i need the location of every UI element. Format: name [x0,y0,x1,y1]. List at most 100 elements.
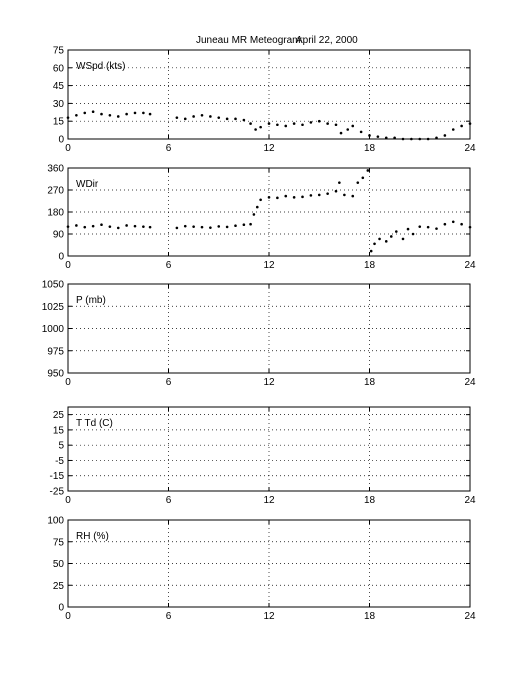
y-tick-label: 45 [53,81,65,92]
x-tick-label: 18 [364,260,376,271]
x-tick-label: 0 [65,377,71,388]
data-point [301,123,304,127]
data-point [339,131,343,135]
y-tick-label: 75 [53,46,65,57]
data-point [125,224,128,227]
y-tick-label: -25 [50,487,65,498]
data-point [91,224,95,228]
data-point [443,134,447,137]
y-tick-label: 1000 [42,324,65,335]
data-point [66,225,70,228]
y-tick-label: 0 [58,252,64,263]
x-tick-label: 24 [464,611,476,622]
data-point [234,117,237,121]
data-point [368,134,371,137]
data-point [252,213,256,216]
y-tick-label: 975 [47,346,64,357]
x-tick-label: 0 [65,611,71,622]
data-point [209,226,212,229]
x-tick-label: 12 [263,377,275,388]
panel-label: P (mb) [76,295,106,306]
data-point [91,110,95,114]
data-point [284,124,288,128]
y-tick-label: 0 [58,603,64,614]
panel-label: RH (%) [76,531,109,542]
y-tick-label: -5 [55,456,64,467]
data-point [384,136,388,140]
data-point [326,192,329,195]
x-tick-label: 24 [464,377,476,388]
data-point [411,232,415,236]
data-point [108,113,112,117]
data-point [116,115,120,118]
data-point [83,111,87,115]
panel-5: 0 6 12 18 24 0 25 50 75 100 RH (%) [47,516,476,623]
x-tick-label: 18 [364,377,376,388]
y-tick-label: 5 [58,441,64,452]
x-tick-label: 18 [364,611,376,622]
data-point [75,113,78,117]
data-point [460,124,463,128]
data-point [142,111,145,115]
data-point [468,225,472,229]
data-point [200,113,204,117]
data-point [376,135,380,138]
x-tick-label: 12 [263,143,275,154]
data-point [418,137,422,141]
data-point [83,225,87,229]
data-point [255,205,259,209]
data-point [292,122,296,125]
x-tick-label: 0 [65,143,71,154]
data-point [338,181,341,184]
y-tick-label: 25 [53,410,65,421]
panel-1: 0 6 12 18 24 0 15 30 45 60 75 WSpd (kts) [53,46,476,155]
data-point [373,242,376,246]
data-point [183,224,187,228]
data-point [175,226,179,230]
data-point [426,225,430,229]
data-point [468,122,472,125]
data-point [378,237,381,241]
y-tick-label: 15 [53,425,65,436]
x-tick-label: 24 [464,260,476,271]
x-tick-label: 0 [65,260,71,271]
data-point [451,220,455,224]
data-point [384,240,388,243]
data-point [192,115,195,118]
data-point [100,223,103,227]
data-point [401,137,405,141]
chart-date: April 22, 2000 [296,35,358,46]
x-tick-label: 12 [263,260,275,271]
data-point [249,222,252,226]
data-point [426,137,430,141]
data-point [406,227,410,231]
data-point [309,194,313,197]
data-point [369,249,373,253]
x-tick-label: 6 [166,260,172,271]
data-point [148,225,152,229]
y-tick-label: 15 [53,117,65,128]
data-point [361,176,365,180]
x-tick-label: 12 [263,611,275,622]
data-point [249,122,252,125]
data-point [317,119,321,123]
data-point [217,116,221,119]
data-point [200,225,204,229]
data-point [276,123,279,127]
data-point [351,124,355,128]
data-point [389,235,393,238]
x-tick-label: 24 [464,495,476,506]
data-point [292,196,296,199]
data-point [108,225,112,228]
data-point [142,225,145,228]
panel-3: 0 6 12 18 24 950 975 1000 1025 1050 P (mb) [42,280,476,389]
data-point [100,112,103,116]
data-point [242,223,246,227]
data-point [254,128,257,131]
panel-label: WDir [76,179,99,190]
data-point [435,136,438,140]
data-point [410,137,413,141]
data-point [451,128,455,131]
data-point [225,117,229,121]
